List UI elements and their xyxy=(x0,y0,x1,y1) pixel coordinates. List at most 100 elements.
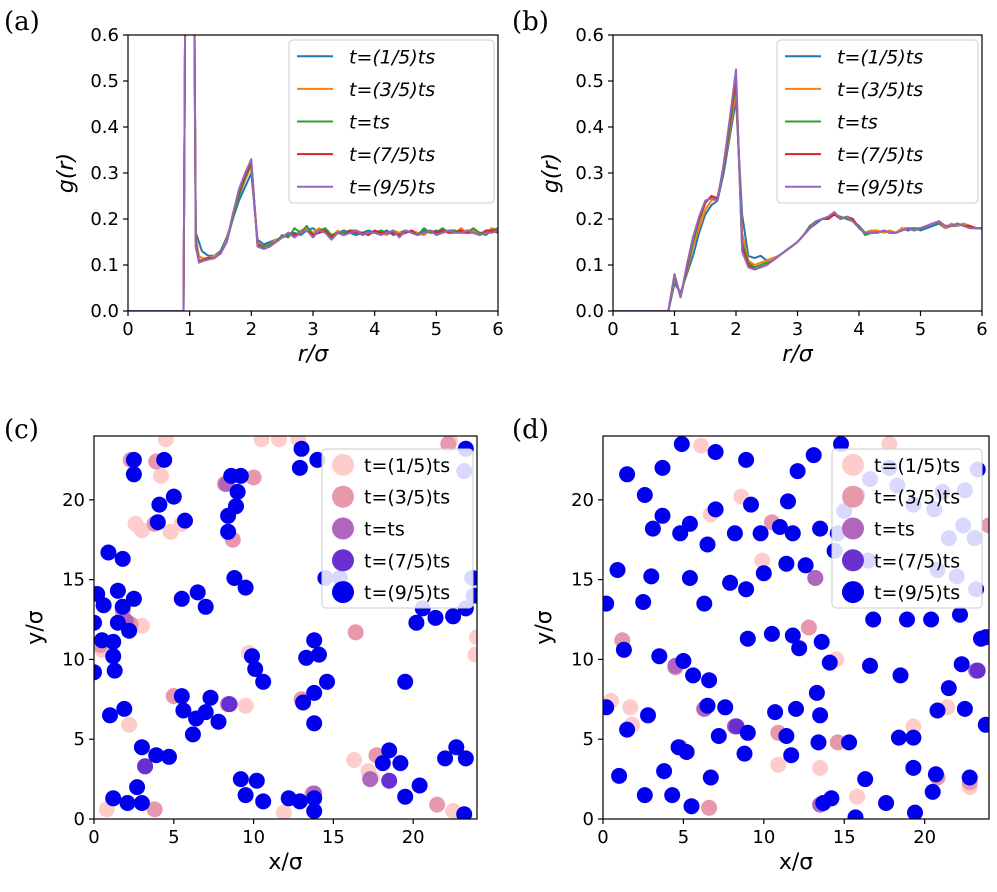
particle-point xyxy=(907,804,923,819)
particle-point xyxy=(121,622,138,639)
particle-point xyxy=(119,795,136,811)
particle-point xyxy=(255,673,272,690)
particle-point xyxy=(821,654,838,671)
particle-point xyxy=(675,653,692,669)
particle-point xyxy=(469,629,477,646)
particle-point xyxy=(173,688,190,705)
legend-label: t=ts xyxy=(349,112,390,134)
x-axis-title: x/σ xyxy=(268,850,302,875)
particle-point xyxy=(743,496,759,513)
particle-point xyxy=(722,574,739,591)
particle-point xyxy=(408,614,425,631)
particle-point xyxy=(800,619,817,636)
particle-point xyxy=(362,771,379,788)
x-tick-label: 1 xyxy=(184,319,195,340)
particle-point xyxy=(175,702,192,719)
particle-point xyxy=(109,614,126,631)
x-tick-label: 20 xyxy=(913,827,936,848)
particle-point xyxy=(245,469,262,486)
particle-point xyxy=(952,606,968,623)
x-tick-label: 4 xyxy=(853,319,864,340)
x-tick-label: 10 xyxy=(752,827,775,848)
particle-point xyxy=(892,667,909,684)
particle-point xyxy=(210,713,227,730)
panel-label: (c) xyxy=(4,415,39,445)
particle-point xyxy=(309,451,326,468)
y-axis-title: g(r) xyxy=(539,153,564,193)
y-tick-label: 20 xyxy=(62,490,85,511)
legend: t=(1/5)ts t=(3/5)ts t=ts t=(7/5)ts t=(9/5)ts xyxy=(776,39,979,204)
particle-point xyxy=(306,803,323,819)
particle-point xyxy=(812,759,829,776)
series-line xyxy=(613,68,982,311)
particle-point xyxy=(173,590,190,607)
x-tick-label: 2 xyxy=(246,319,257,340)
particle-point xyxy=(710,728,727,744)
particle-point xyxy=(905,759,922,776)
legend-swatch xyxy=(332,517,354,540)
legend-label: t=(3/5)ts xyxy=(837,79,923,101)
x-tick-label: 5 xyxy=(168,827,179,848)
particle-point xyxy=(148,747,165,764)
particle-point xyxy=(857,771,874,788)
particle-point xyxy=(640,707,656,724)
particle-point xyxy=(448,739,465,756)
panel-label: (d) xyxy=(512,415,549,445)
y-tick-label: 0.5 xyxy=(90,71,119,92)
particle-point xyxy=(125,466,142,483)
legend-label: t=(1/5)ts xyxy=(349,46,435,68)
particle-point xyxy=(791,640,808,657)
particle-point xyxy=(125,451,142,468)
particle-point xyxy=(780,493,796,510)
axes-frame xyxy=(602,435,990,820)
particle-point xyxy=(94,664,102,681)
particle-point xyxy=(865,611,882,628)
particle-point xyxy=(899,611,915,628)
particle-point xyxy=(293,440,310,457)
legend: t=(1/5)ts t=(3/5)ts t=ts t=(7/5)ts t=(9/5)ts xyxy=(321,448,474,609)
y-tick-label: 0 xyxy=(583,809,594,830)
legend-label: t=ts xyxy=(837,112,878,134)
y-tick-label: 0.1 xyxy=(575,255,604,276)
particle-point xyxy=(392,755,409,772)
y-tick-label: 0.4 xyxy=(90,117,119,138)
particle-point xyxy=(701,672,718,689)
particle-point xyxy=(739,724,756,741)
particle-point xyxy=(381,742,398,759)
particle-point xyxy=(784,627,801,644)
legend-label: t=ts xyxy=(874,519,915,541)
legend-swatch xyxy=(842,581,864,604)
particle-point xyxy=(437,750,454,767)
particle-point xyxy=(291,459,308,476)
particle-point xyxy=(829,734,846,751)
particle-point xyxy=(114,598,131,615)
particle-point xyxy=(306,684,323,701)
particle-point xyxy=(467,646,477,663)
particle-point xyxy=(237,787,254,804)
x-tick-label: 0 xyxy=(88,827,99,848)
particle-point xyxy=(202,689,219,706)
particle-point xyxy=(255,793,272,810)
particle-point xyxy=(619,721,636,738)
particle-point xyxy=(636,487,653,503)
particle-point xyxy=(778,555,795,572)
particle-point xyxy=(923,611,940,628)
plot-area xyxy=(128,35,498,311)
panel-label: (b) xyxy=(512,7,549,37)
panel-c: (c) 0 5 10 15 20 0 5 10 15 20 x/σ y/σ t=(1/5)ts t=(3/5… xyxy=(4,415,478,875)
particle-point xyxy=(881,436,898,452)
particle-point xyxy=(121,716,138,733)
particle-point xyxy=(295,694,312,711)
particle-point xyxy=(833,436,849,452)
legend: t=(1/5)ts t=(3/5)ts t=ts t=(7/5)ts t=(9/5)ts xyxy=(831,448,983,609)
y-tick-label: 15 xyxy=(571,570,594,591)
particle-point xyxy=(237,579,254,596)
particle-point xyxy=(841,734,858,751)
x-axis-title: r/σ xyxy=(782,342,813,367)
particle-point xyxy=(306,632,323,649)
legend-box xyxy=(831,448,983,609)
particle-point xyxy=(701,799,718,816)
legend-label: t=(7/5)ts xyxy=(349,144,435,166)
particle-point xyxy=(615,641,632,658)
particle-point xyxy=(253,436,270,448)
